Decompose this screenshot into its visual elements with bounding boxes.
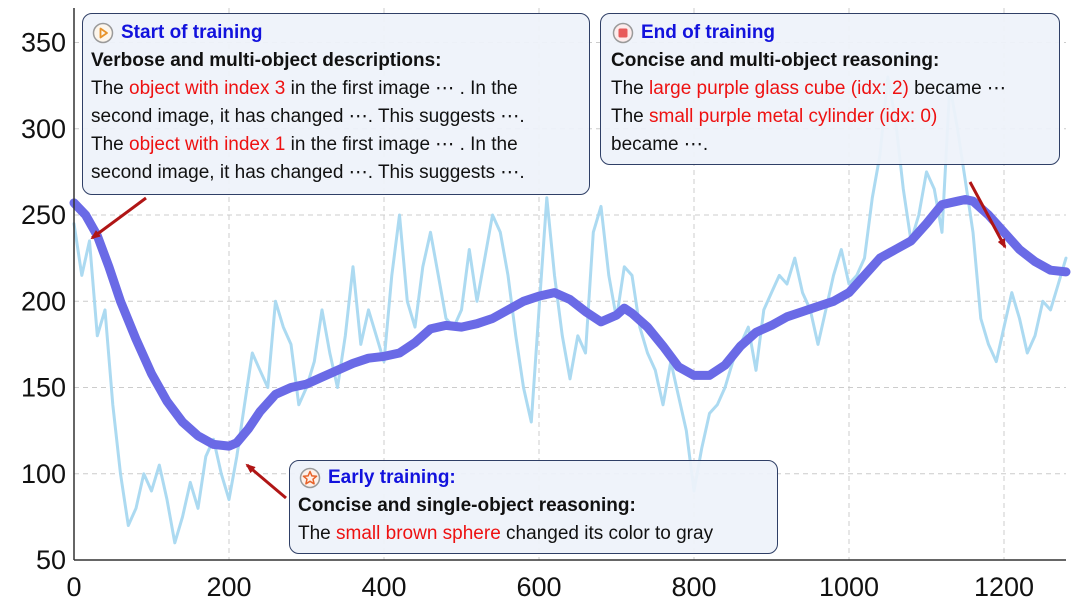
stop-icon <box>611 21 635 45</box>
annotation-early-title: Early training: <box>328 467 456 488</box>
arrow-end <box>968 181 1007 249</box>
annotation-early-training: Early training: Concise and single-objec… <box>289 460 778 554</box>
annotation-start-heading: Start of training <box>91 19 581 47</box>
annotation-end-subtitle: Concise and multi-object reasoning: <box>611 50 940 71</box>
x-tick-label: 600 <box>516 572 561 602</box>
annotation-end-line: The small purple metal cylinder (idx: 0) <box>611 106 938 127</box>
play-icon <box>91 21 115 45</box>
annotation-end-line: became ⋯. <box>611 134 709 155</box>
annotation-start-line: The object with index 1 in the first ima… <box>91 134 518 155</box>
arrow-early <box>245 463 287 500</box>
annotation-end-line: The large purple glass cube (idx: 2) bec… <box>611 78 1006 99</box>
axes: 0 200 400 600 800 1000 1200 50 100 150 200 250 300 35… <box>21 8 1066 602</box>
annotation-start-title: Start of training <box>121 22 263 43</box>
arrow-start <box>90 196 147 240</box>
y-tick-label: 300 <box>21 114 66 144</box>
annotation-start-of-training: Start of training Verbose and multi-obje… <box>82 13 590 195</box>
series-layer <box>69 75 1071 545</box>
annotation-start-line: second image, it has changed ⋯. This sug… <box>91 162 525 183</box>
annotation-start-line: second image, it has changed ⋯. This sug… <box>91 106 525 127</box>
annotation-end-of-training: End of training Concise and multi-object… <box>600 13 1060 165</box>
annotation-early-line: The small brown sphere changed its color… <box>298 523 714 544</box>
annotation-end-title: End of training <box>641 22 776 43</box>
x-tick-label: 400 <box>361 572 406 602</box>
x-tick-label: 800 <box>671 572 716 602</box>
x-tick-label: 0 <box>66 572 81 602</box>
series-line-smoothed <box>69 195 1071 451</box>
y-tick-label: 50 <box>36 545 66 575</box>
y-tick-label: 200 <box>21 286 66 316</box>
annotation-early-subtitle: Concise and single-object reasoning: <box>298 495 636 516</box>
x-tick-label: 1200 <box>974 572 1034 602</box>
y-tick-label: 150 <box>21 373 66 403</box>
annotation-end-heading: End of training <box>611 19 1049 47</box>
y-tick-label: 250 <box>21 200 66 230</box>
x-tick-label: 1000 <box>819 572 879 602</box>
annotation-start-subtitle: Verbose and multi-object descriptions: <box>91 50 442 71</box>
x-tick-label: 200 <box>206 572 251 602</box>
annotation-early-heading: Early training: <box>298 464 769 492</box>
annotation-arrows <box>90 181 1007 500</box>
y-tick-label: 100 <box>21 459 66 489</box>
y-tick-label: 350 <box>21 28 66 58</box>
star-icon <box>298 466 322 490</box>
annotation-start-line: The object with index 3 in the first ima… <box>91 78 518 99</box>
